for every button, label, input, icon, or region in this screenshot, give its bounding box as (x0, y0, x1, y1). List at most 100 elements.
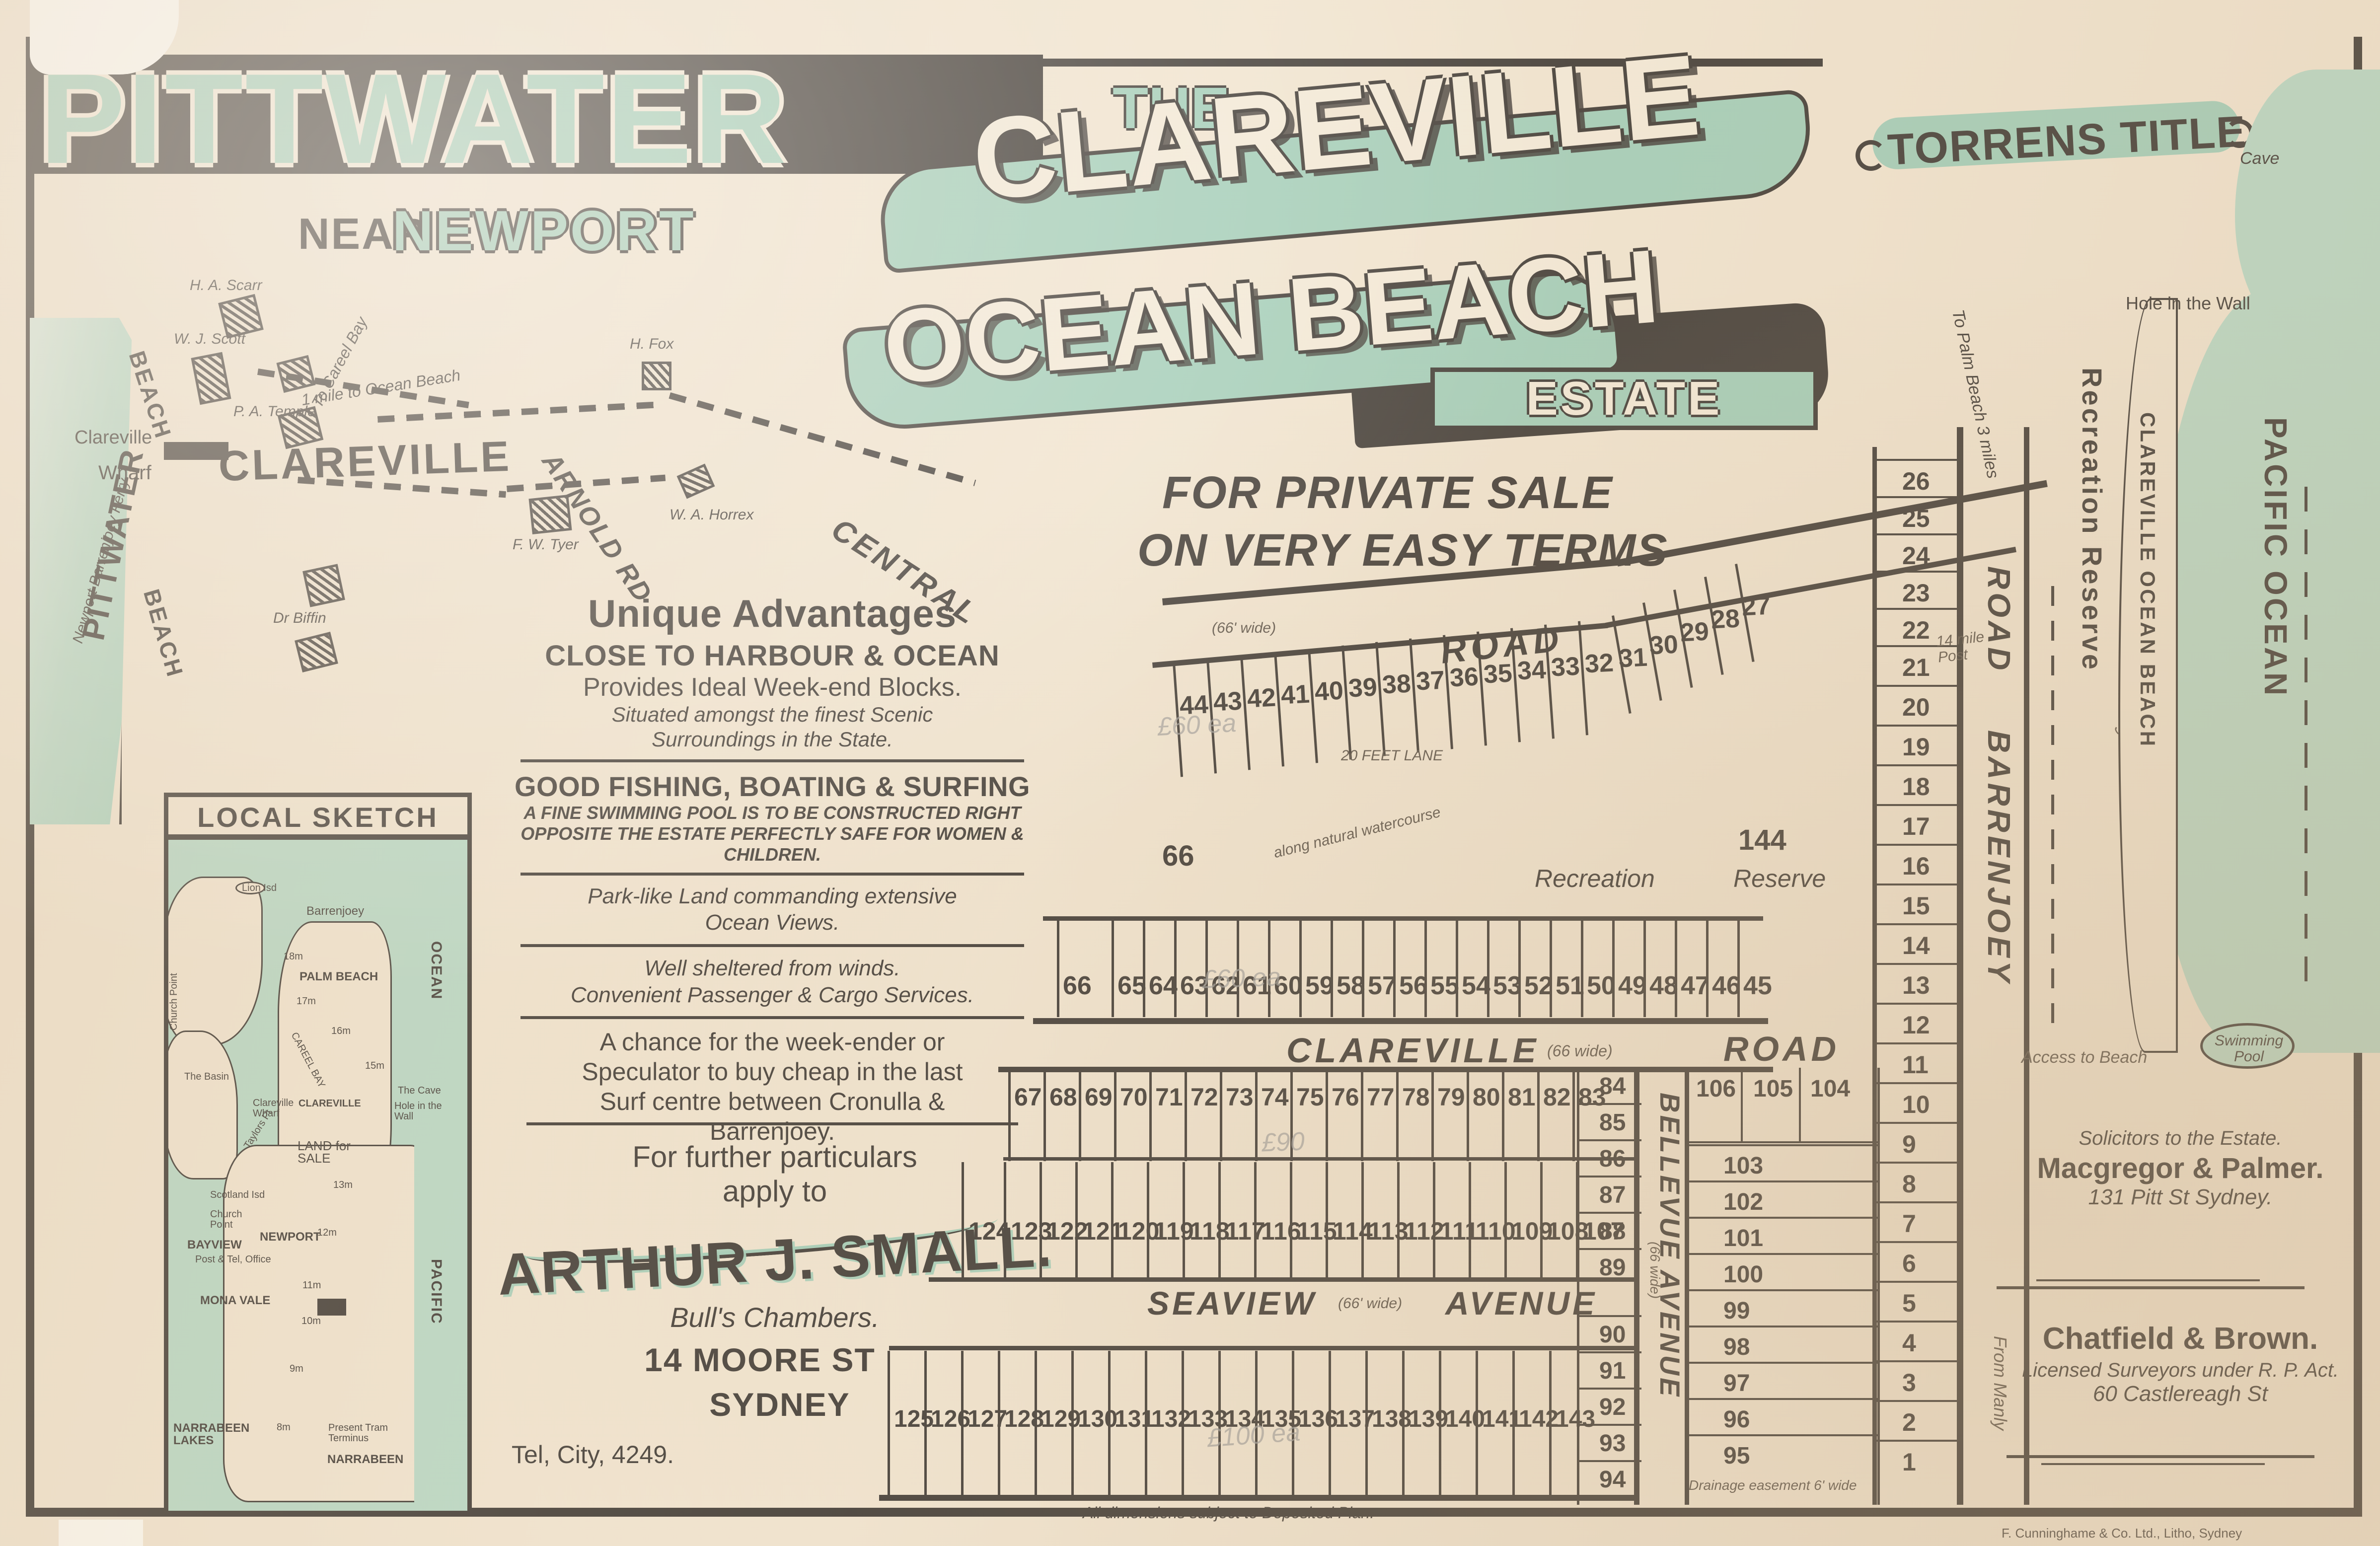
lot-div-56 (1393, 919, 1396, 1017)
advantages-line-3a: Situated amongst the finest Scenic (611, 703, 933, 726)
lot-div-95 (1689, 1434, 1877, 1436)
advantages-line-1: CLOSE TO HARBOUR & OCEAN (545, 640, 1000, 672)
mile-post-label: 14 mile Post (1935, 628, 1985, 666)
lot-div-69 (1079, 1072, 1081, 1161)
clareville-row-top-edge (1043, 916, 1763, 921)
lot-37: 37 (1415, 665, 1446, 696)
lot-div-99 (1689, 1289, 1877, 1291)
lot-div-49 (1612, 919, 1615, 1017)
surveyors-address: 60 Castlereagh St (2092, 1382, 2268, 1406)
lot-div-55 (1424, 919, 1427, 1017)
lot-56: 56 (1399, 971, 1428, 1000)
lot-131: 131 (1115, 1406, 1155, 1432)
lot-div-126 (924, 1351, 927, 1496)
inset-label-chase: Church Point (168, 973, 179, 1031)
bottom-boundary (879, 1495, 1634, 1501)
bellevue-east-col-edge (1577, 1068, 1579, 1505)
pencil-note-4: £100 ea (1206, 1417, 1301, 1453)
house-label-temple: P. A. Temple (233, 403, 316, 420)
lot-div-117 (1218, 1162, 1221, 1279)
lot-90: 90 (1599, 1322, 1626, 1348)
lot-1: 1 (1902, 1448, 1916, 1476)
advantages-line-8b: Speculator to buy cheap in the last (582, 1058, 963, 1086)
lot-div-20 (1875, 685, 1959, 687)
house-icon-fox (642, 362, 671, 390)
road-dash-2 (377, 401, 656, 423)
estate-badge: ESTATE (1430, 368, 1818, 430)
clareville-road-south-edge (998, 1067, 1773, 1072)
lot-2: 2 (1902, 1408, 1916, 1436)
lot-div-50 (1581, 919, 1583, 1017)
lot-div-139 (1402, 1351, 1405, 1496)
inset-label-the-basin: The Basin (184, 1071, 229, 1082)
house-label-tyer: F. W. Tyer (513, 536, 579, 553)
surveyors-caption: Licensed Surveyors under R. P. Act. (2021, 1359, 2339, 1381)
lot-130: 130 (1078, 1406, 1118, 1432)
lot-82: 82 (1543, 1083, 1571, 1111)
lot-24: 24 (1902, 542, 1930, 570)
lot-div-91 (1579, 1351, 1641, 1353)
inset-label-13m: 13m (333, 1179, 353, 1190)
lot-81: 81 (1508, 1083, 1536, 1111)
lot-120: 120 (1118, 1217, 1160, 1245)
inset-label-the-cave: The Cave (398, 1085, 441, 1096)
lot-66-reserve: 66 (1162, 840, 1194, 872)
lot-div-101 (1689, 1217, 1877, 1219)
lot-div-79 (1431, 1072, 1434, 1161)
lot-128: 128 (1004, 1406, 1044, 1432)
lot-div-128 (998, 1351, 1000, 1496)
inset-label-10m: 10m (301, 1316, 321, 1326)
lot-143: 143 (1556, 1406, 1596, 1432)
lot-div-103 (1689, 1144, 1877, 1146)
lot-div-114 (1326, 1162, 1328, 1279)
lot-div-72 (1185, 1072, 1187, 1161)
inset-label-8m: 8m (277, 1422, 291, 1433)
lot-121: 121 (1082, 1217, 1124, 1245)
lot-9: 9 (1902, 1130, 1916, 1158)
house-icon-biffin (302, 564, 345, 607)
apply-line-2: apply to (722, 1175, 827, 1208)
surveyors-name: Chatfield & Brown. (2042, 1322, 2318, 1356)
lot-div-136 (1292, 1351, 1294, 1496)
lot-div-58 (1331, 919, 1333, 1017)
lot-138: 138 (1372, 1406, 1412, 1432)
lot-77: 77 (1367, 1083, 1395, 1111)
bellevue-west-col-edge (1877, 1068, 1880, 1505)
lot-div-65 (1112, 919, 1114, 1017)
lot-109: 109 (1511, 1217, 1553, 1245)
clareville-road-label: CLAREVILLE (1286, 1031, 1540, 1070)
lot-71: 71 (1155, 1083, 1183, 1111)
easy-terms-label: ON VERY EASY TERMS (1137, 525, 1668, 576)
unique-advantages-block: Unique Advantages CLOSE TO HARBOUR & OCE… (507, 591, 1038, 1146)
lot-div-123 (1004, 1162, 1006, 1279)
lot-div-122 (1040, 1162, 1042, 1279)
lot-div-62 (1205, 919, 1208, 1017)
lot-div-52 (1518, 919, 1521, 1017)
apply-block: For further particulars apply to (512, 1140, 1038, 1208)
lot-div-96 (1689, 1398, 1877, 1400)
lot-103: 103 (1723, 1153, 1764, 1179)
lot-122: 122 (1046, 1217, 1088, 1245)
lot-div-105 (1799, 1068, 1801, 1142)
lot-125: 125 (894, 1406, 934, 1432)
clareville-wharf-label-2: Wharf (98, 462, 151, 484)
lot-64: 64 (1149, 971, 1178, 1000)
lot-111: 111 (1440, 1217, 1479, 1245)
lot-127: 127 (967, 1406, 1008, 1432)
advantages-line-7b: Convenient Passenger & Cargo Services. (571, 982, 974, 1007)
lot-div-24 (1875, 533, 1959, 535)
lot-142: 142 (1519, 1406, 1559, 1432)
divider-2 (521, 873, 1024, 876)
lot-107: 107 (1583, 1217, 1625, 1245)
bellevue-avenue-label: BELLEVUE AVENUE (1654, 1093, 1686, 1399)
lot-41: 41 (1280, 679, 1311, 710)
clareville-road-label-2: ROAD (1723, 1030, 1840, 1068)
pencil-note-2: £60 ea (1201, 962, 1282, 994)
lot-div-129 (1035, 1351, 1037, 1496)
lot-div-6 (1875, 1241, 1959, 1243)
lot-div-82 (1537, 1072, 1540, 1161)
lot-57: 57 (1368, 971, 1397, 1000)
clareville-row-bottom-edge (1033, 1018, 1768, 1024)
lot-div-60 (1268, 919, 1270, 1017)
advantages-line-6a: Park-like Land commanding extensive (588, 884, 957, 909)
